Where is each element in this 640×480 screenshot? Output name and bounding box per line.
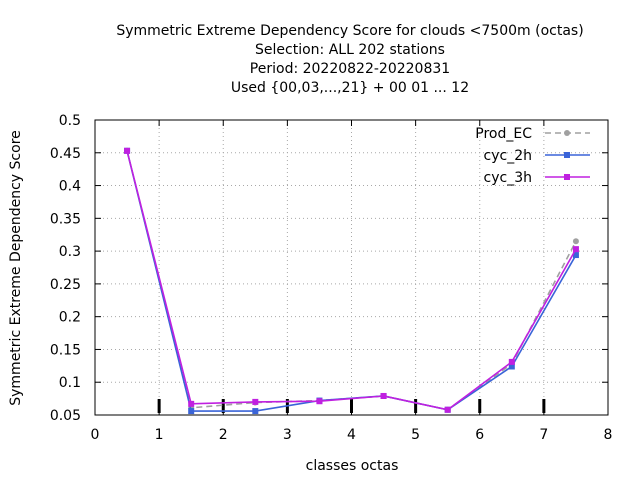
data-point xyxy=(564,130,570,136)
x-axis-label: classes octas xyxy=(306,458,399,474)
data-point xyxy=(252,398,259,405)
data-point xyxy=(572,252,579,259)
data-point xyxy=(380,392,387,399)
grid xyxy=(95,120,608,415)
x-tick-label: 3 xyxy=(283,427,292,443)
data-point xyxy=(572,238,579,245)
data-point xyxy=(252,408,259,415)
x-tick-label: 6 xyxy=(475,427,484,443)
title-line: Symmetric Extreme Dependency Score for c… xyxy=(116,23,583,39)
data-point xyxy=(188,400,195,407)
data-point xyxy=(188,408,195,415)
data-point xyxy=(564,152,570,158)
y-tick-label: 0.15 xyxy=(50,342,81,358)
legend-item: cyc_3h xyxy=(484,170,590,186)
x-tick-label: 5 xyxy=(411,427,420,443)
data-point xyxy=(508,363,515,370)
y-tick-label: 0.2 xyxy=(59,310,81,326)
legend-item: cyc_2h xyxy=(484,148,590,164)
legend-label: Prod_EC xyxy=(475,126,532,142)
x-tick-label: 0 xyxy=(91,427,100,443)
x-tick-label: 2 xyxy=(219,427,228,443)
x-tick-label: 7 xyxy=(539,427,548,443)
data-point xyxy=(444,406,451,413)
x-axis: 0 1 2 3 4 5 6 7 8 xyxy=(91,120,613,443)
title-line: Used {00,03,...,21} + 00 01 ... 12 xyxy=(231,80,469,96)
y-axis: 0.05 0.1 0.15 0.2 0.25 0.3 0.35 0.4 0.45 0.5 xyxy=(50,113,608,424)
y-tick-label: 0.45 xyxy=(50,146,81,162)
y-tick-label: 0.4 xyxy=(59,179,81,195)
y-tick-label: 0.5 xyxy=(59,113,81,129)
data-point xyxy=(124,147,131,154)
y-tick-label: 0.05 xyxy=(50,408,81,424)
data-point xyxy=(316,398,323,405)
x-tick-label: 4 xyxy=(347,427,356,443)
chart-title: Symmetric Extreme Dependency Score for c… xyxy=(116,23,583,96)
x-tick-label: 8 xyxy=(604,427,613,443)
title-line: Period: 20220822-20220831 xyxy=(250,61,450,77)
y-tick-label: 0.1 xyxy=(59,375,81,391)
data-point xyxy=(564,174,570,180)
y-tick-label: 0.25 xyxy=(50,277,81,293)
series xyxy=(124,147,579,415)
legend: Prod_EC cyc_2h cyc_3h xyxy=(475,126,590,186)
legend-label: cyc_2h xyxy=(484,148,532,164)
y-tick-label: 0.3 xyxy=(59,244,81,260)
series-line xyxy=(126,150,577,411)
y-axis-label: Symmetric Extreme Dependency Score xyxy=(8,130,24,406)
legend-item: Prod_EC xyxy=(475,126,590,142)
y-tick-label: 0.35 xyxy=(50,211,81,227)
series-cyc_3h xyxy=(124,147,579,413)
data-point xyxy=(508,358,515,365)
data-point xyxy=(572,246,579,253)
title-line: Selection: ALL 202 stations xyxy=(255,42,445,58)
x-tick-label: 1 xyxy=(155,427,164,443)
legend-label: cyc_3h xyxy=(484,170,532,186)
